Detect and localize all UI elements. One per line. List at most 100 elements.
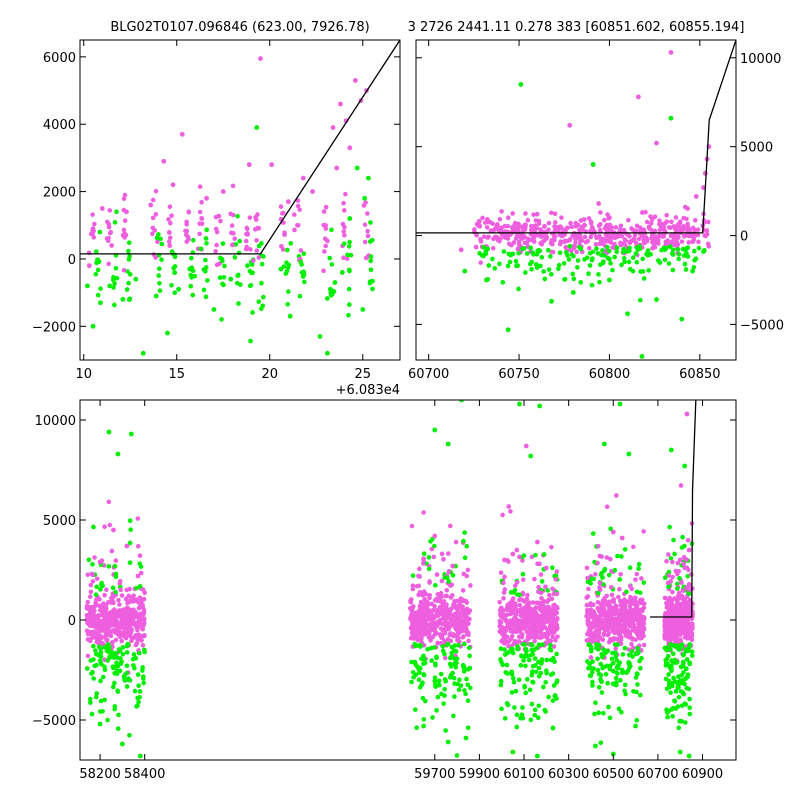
cloud-point-b (585, 659, 590, 664)
cloud-point-b (434, 654, 439, 660)
cloud-point-a (98, 628, 104, 633)
cloud-point-b (542, 707, 547, 713)
cloud-point-b (142, 649, 147, 655)
cloud-point-a (634, 223, 640, 229)
cloud-point-a (125, 605, 130, 611)
cloud-point-upper (604, 504, 610, 510)
cloud-point-a (552, 220, 558, 225)
cloud-point-b (97, 658, 103, 664)
cloud-point-a (582, 234, 588, 240)
cloud-point-upper (670, 559, 675, 565)
cloud-point-upper (512, 587, 518, 593)
cloud-point-a (252, 227, 258, 232)
cloud-point-a (424, 602, 430, 607)
cloud-point-b (530, 679, 535, 685)
cloud-point-a (532, 609, 537, 615)
cloud-point-upper (426, 566, 432, 572)
cloud-point-b (448, 675, 453, 680)
cloud-point-upper (431, 554, 437, 560)
data-point-a (461, 571, 467, 577)
cloud-point-b (98, 646, 103, 651)
cloud-point-b (220, 241, 226, 246)
cloud-point-b (248, 338, 253, 344)
cloud-point-b (682, 247, 688, 253)
cloud-point-b (505, 702, 511, 708)
data-point-b (133, 276, 139, 282)
cloud-point-a (341, 229, 347, 234)
cloud-point-b (541, 684, 546, 690)
cloud-point-a (643, 209, 648, 215)
cloud-point-a (585, 594, 591, 599)
x-tick-label: 60300 (548, 767, 589, 782)
cloud-point-b (97, 709, 103, 714)
data-point-b (510, 749, 516, 755)
cloud-point-a (101, 613, 107, 619)
cloud-point-a (633, 228, 639, 234)
cloud-point-upper (520, 571, 526, 577)
cloud-point-b (171, 265, 176, 271)
cloud-point-a (672, 630, 677, 636)
cloud-point-a (150, 225, 156, 231)
cloud-point-a (485, 217, 490, 223)
cloud-point-b (451, 675, 457, 681)
cloud-point-b (638, 666, 643, 671)
cloud-point-b (633, 675, 639, 680)
cloud-point-b (670, 251, 675, 256)
cloud-point-upper (134, 585, 139, 591)
cloud-point-a (119, 638, 125, 644)
data-point-a (86, 263, 92, 269)
data-point-b (459, 400, 464, 403)
cloud-point-a (131, 615, 136, 621)
cloud-point-upper (446, 551, 451, 556)
cloud-point-upper (637, 590, 643, 595)
cloud-point-b (612, 254, 617, 260)
cloud-point-b (556, 266, 561, 272)
cloud-point-a (501, 640, 506, 645)
data-point-b (462, 268, 468, 274)
cloud-point-a (626, 217, 631, 223)
cloud-point-b (683, 267, 689, 272)
cloud-point-b (467, 653, 472, 659)
cloud-point-a (600, 618, 605, 623)
data-point-b (317, 334, 323, 339)
cloud-point-b (532, 712, 538, 718)
cloud-point-a (676, 235, 681, 240)
cloud-point-a (702, 233, 708, 238)
cloud-point-b (425, 646, 430, 652)
cloud-point-a (323, 223, 328, 228)
cloud-point-b (504, 662, 510, 668)
cloud-point-b (109, 649, 114, 655)
cloud-point-b (421, 661, 426, 667)
cloud-point-b (627, 248, 632, 254)
cloud-point-b (602, 253, 607, 258)
cloud-point-a (102, 592, 107, 598)
cloud-point-a (586, 617, 591, 623)
cloud-point-b (640, 256, 646, 262)
cloud-point-b (683, 666, 689, 672)
cloud-point-b (529, 672, 535, 678)
cloud-point-a (460, 634, 466, 640)
cloud-point-a (341, 208, 347, 213)
cloud-point-b (443, 728, 448, 733)
cloud-point-a (557, 232, 563, 238)
cloud-point-a (100, 640, 105, 646)
cloud-point-b (284, 260, 289, 265)
cloud-point-a (515, 246, 521, 252)
cloud-point-b (633, 251, 639, 256)
cloud-point-upper (94, 576, 100, 582)
cloud-point-a (532, 638, 537, 644)
cloud-point-a (243, 246, 249, 252)
cloud-point-a (588, 221, 594, 226)
cloud-point-a (114, 618, 120, 624)
x-tick-label: 15 (168, 367, 185, 382)
data-point-a (702, 170, 708, 176)
cloud-point-b (505, 263, 511, 269)
cloud-point-b (93, 648, 98, 653)
cloud-point-b (575, 265, 580, 270)
cloud-point-a (455, 610, 461, 616)
cloud-point-b (481, 244, 486, 250)
cloud-point-b (607, 666, 613, 672)
cloud-point-b (259, 280, 264, 286)
cloud-point-b (607, 715, 613, 721)
cloud-point-b (667, 665, 673, 670)
